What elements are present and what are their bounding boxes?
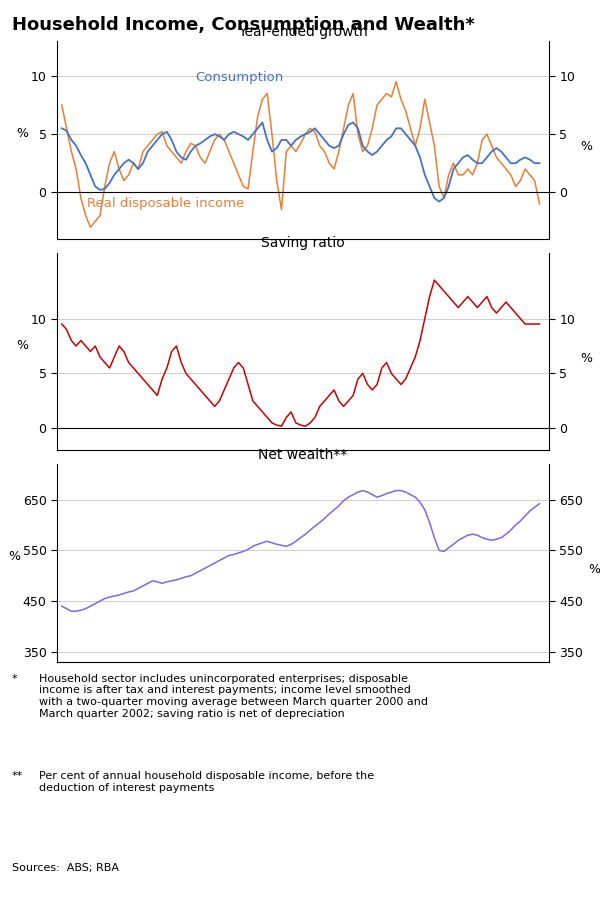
Text: Household Income, Consumption and Wealth*: Household Income, Consumption and Wealth… (12, 16, 475, 35)
Title: Year-ended growth: Year-ended growth (238, 25, 368, 38)
Title: Saving ratio: Saving ratio (261, 236, 345, 250)
Y-axis label: %: % (16, 339, 28, 352)
Y-axis label: %: % (580, 140, 592, 153)
Text: Consumption: Consumption (195, 70, 283, 84)
Y-axis label: %: % (589, 563, 600, 576)
Y-axis label: %: % (16, 127, 28, 140)
Text: Real disposable income: Real disposable income (86, 197, 244, 210)
Title: Net wealth**: Net wealth** (259, 447, 347, 462)
Text: *: * (12, 674, 17, 684)
Text: Household sector includes unincorporated enterprises; disposable
income is after: Household sector includes unincorporated… (39, 674, 428, 719)
Y-axis label: %: % (8, 550, 20, 563)
Y-axis label: %: % (580, 352, 592, 364)
Text: Per cent of annual household disposable income, before the
deduction of interest: Per cent of annual household disposable … (39, 771, 374, 793)
Text: Sources:  ABS; RBA: Sources: ABS; RBA (12, 863, 119, 873)
Text: **: ** (12, 771, 23, 782)
